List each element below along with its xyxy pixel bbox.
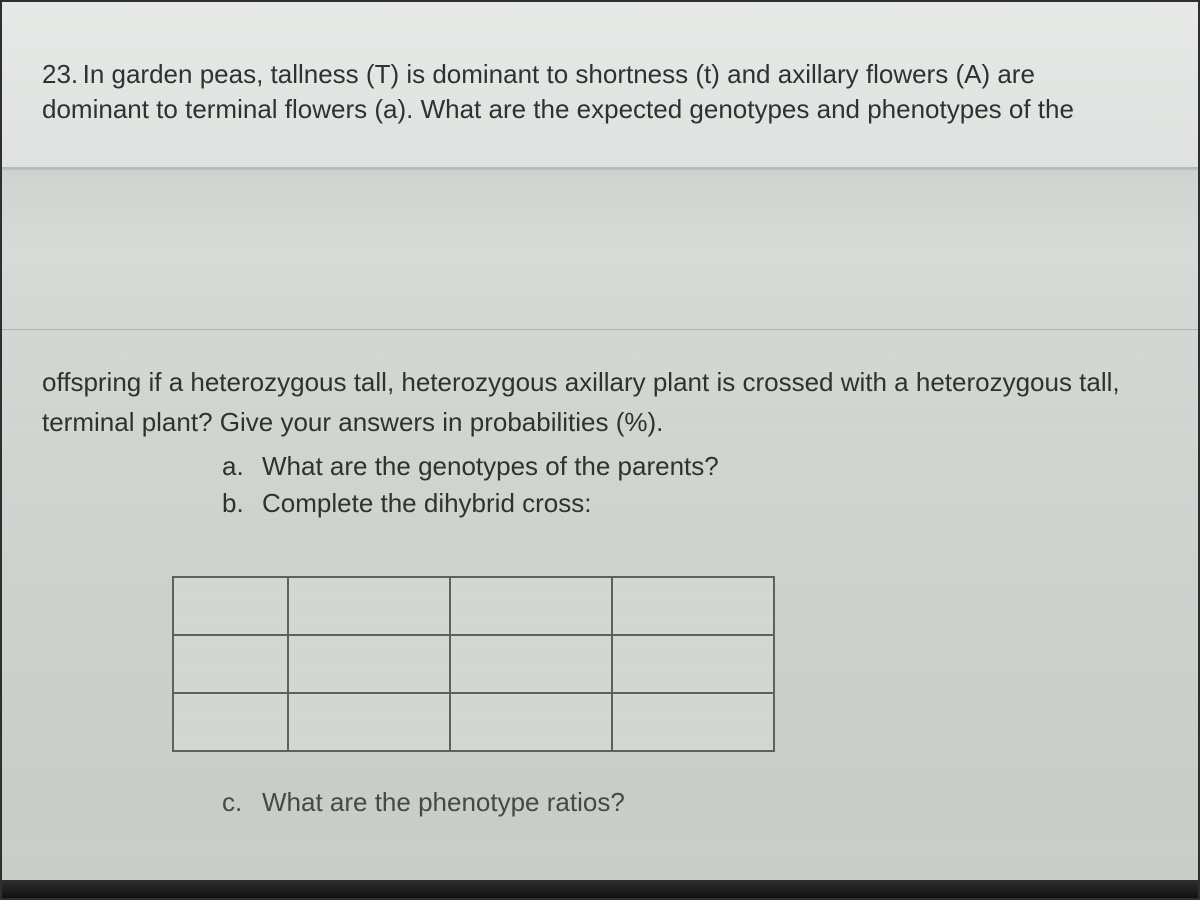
subquestion-b-text: Complete the dihybrid cross:	[262, 485, 591, 521]
section-gap	[2, 170, 1198, 330]
subquestion-c-text: What are the phenotype ratios?	[262, 784, 625, 820]
question-intro-section: 23. In garden peas, tallness (T) is domi…	[2, 2, 1198, 170]
table-cell	[173, 693, 288, 751]
subquestion-c-label: c.	[222, 784, 262, 820]
question-body-section: offspring if a heterozygous tall, hetero…	[2, 330, 1198, 840]
question-continuation-line-1: offspring if a heterozygous tall, hetero…	[42, 365, 1158, 400]
table-cell	[173, 635, 288, 693]
table-cell	[612, 577, 774, 635]
punnett-square-table	[172, 576, 775, 752]
subquestion-a: a. What are the genotypes of the parents…	[222, 448, 1158, 484]
table-cell	[173, 577, 288, 635]
table-cell	[612, 693, 774, 751]
table-cell	[288, 693, 450, 751]
table-row	[173, 577, 774, 635]
punnett-tbody	[173, 577, 774, 751]
table-cell	[612, 635, 774, 693]
question-intro-paragraph: 23. In garden peas, tallness (T) is domi…	[42, 57, 1158, 92]
table-cell	[450, 577, 612, 635]
question-continuation-line-2: terminal plant? Give your answers in pro…	[42, 405, 1158, 440]
question-intro-line-2: dominant to terminal flowers (a). What a…	[42, 94, 1074, 124]
punnett-square-wrapper	[172, 576, 1158, 752]
subquestion-c: c. What are the phenotype ratios?	[222, 784, 1158, 820]
table-cell	[450, 693, 612, 751]
table-cell	[450, 635, 612, 693]
table-cell	[288, 635, 450, 693]
table-cell	[288, 577, 450, 635]
table-row	[173, 635, 774, 693]
question-number: 23.	[42, 59, 78, 89]
subquestion-b-label: b.	[222, 485, 262, 521]
subquestions-list: a. What are the genotypes of the parents…	[222, 448, 1158, 521]
subquestion-a-label: a.	[222, 448, 262, 484]
subquestion-a-text: What are the genotypes of the parents?	[262, 448, 719, 484]
table-row	[173, 693, 774, 751]
question-intro-line-1: In garden peas, tallness (T) is dominant…	[83, 59, 1035, 89]
worksheet-page: 23. In garden peas, tallness (T) is domi…	[0, 0, 1200, 900]
bottom-bezel-bar	[2, 880, 1198, 898]
subquestion-c-wrapper: c. What are the phenotype ratios?	[222, 784, 1158, 820]
subquestion-b: b. Complete the dihybrid cross:	[222, 485, 1158, 521]
